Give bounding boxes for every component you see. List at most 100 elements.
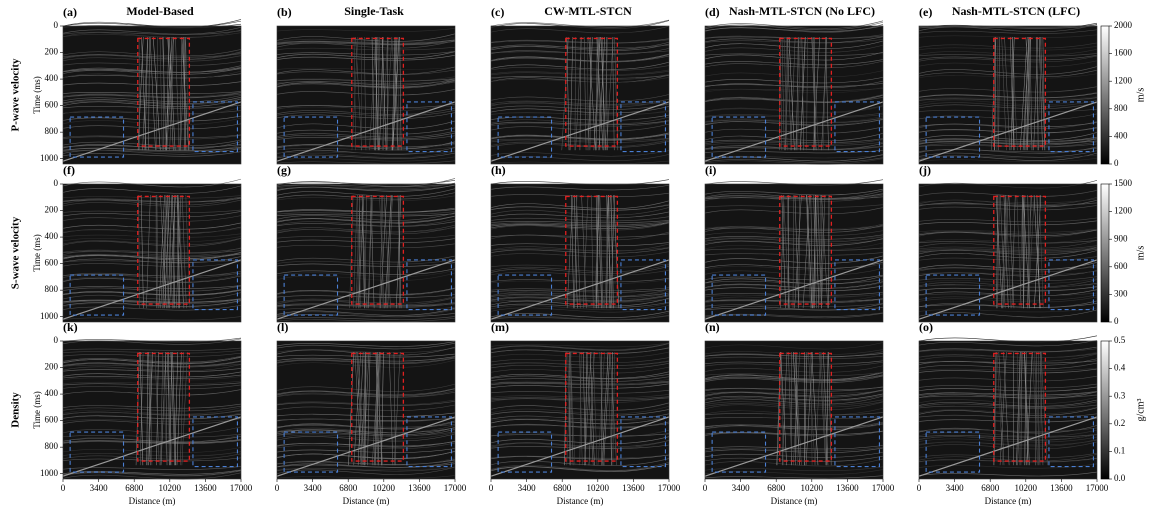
- y-tick-label: 400: [45, 231, 59, 241]
- x-tick-label: 0: [275, 483, 280, 493]
- panel-image: [63, 338, 241, 479]
- y-tick-label: 800: [45, 284, 59, 294]
- panel-letter: (h): [491, 163, 506, 177]
- panel-letter: (d): [705, 5, 720, 19]
- x-tick-label: 3400: [732, 483, 751, 493]
- x-tick-label: 17000: [658, 483, 681, 493]
- panel-image: [705, 341, 883, 479]
- column-title: Nash-MTL-STCN (No LFC): [729, 4, 875, 18]
- panel-letter: (j): [919, 163, 931, 177]
- panel-letter: (a): [63, 5, 77, 19]
- x-tick-label: 17000: [1086, 483, 1109, 493]
- x-tick-label: 6800: [553, 483, 572, 493]
- x-tick-label: 0: [703, 483, 708, 493]
- x-tick-label: 17000: [872, 483, 895, 493]
- panel-letter: (g): [277, 163, 291, 177]
- y-tick-label: 1000: [40, 468, 59, 478]
- panel-image: [919, 23, 1097, 164]
- panel-letter: (k): [63, 320, 78, 334]
- panel-image: [491, 341, 669, 479]
- column-title: CW-MTL-STCN: [544, 4, 632, 18]
- y-tick-label: 1000: [40, 153, 59, 163]
- colorbar-tick-label: 0.0: [1114, 473, 1126, 483]
- column-title: Single-Task: [344, 4, 404, 18]
- colorbar-tick-label: 1200: [1114, 206, 1133, 216]
- x-tick-label: 13600: [836, 483, 859, 493]
- y-tick-label: 400: [45, 388, 59, 398]
- colorbar-tick-label: 0.1: [1114, 445, 1125, 455]
- x-axis-label: Distance (m): [771, 496, 818, 506]
- x-tick-label: 13600: [194, 483, 217, 493]
- column-title: Model-Based: [126, 4, 194, 18]
- colorbar-tick-label: 300: [1114, 288, 1128, 298]
- panel-image: [919, 180, 1097, 322]
- panel-image: [919, 336, 1097, 479]
- colorbar: [1101, 184, 1109, 322]
- y-tick-label: 600: [45, 100, 59, 110]
- x-tick-label: 3400: [90, 483, 109, 493]
- y-tick-label: 200: [45, 205, 59, 215]
- x-tick-label: 6800: [767, 483, 786, 493]
- y-tick-label: 200: [45, 47, 59, 57]
- panel-image: [277, 178, 455, 322]
- panel-image: [277, 26, 455, 164]
- panel-image: [491, 180, 669, 322]
- colorbar-tick-label: 400: [1114, 130, 1128, 140]
- colorbar: [1101, 26, 1109, 164]
- x-tick-label: 17000: [230, 483, 253, 493]
- x-tick-label: 10200: [159, 483, 182, 493]
- y-axis-label: Time (ms): [32, 391, 42, 428]
- row-label: Density: [10, 392, 22, 428]
- x-axis-label: Distance (m): [343, 496, 390, 506]
- colorbar-tick-label: 600: [1114, 261, 1128, 271]
- x-tick-label: 3400: [518, 483, 537, 493]
- panel-image: [277, 341, 455, 479]
- row-label: S-wave velocity: [10, 216, 22, 289]
- panel-image: [705, 180, 883, 322]
- y-tick-label: 0: [54, 335, 59, 345]
- x-tick-label: 13600: [408, 483, 431, 493]
- y-tick-label: 0: [54, 178, 59, 188]
- x-tick-label: 0: [489, 483, 494, 493]
- y-tick-label: 800: [45, 441, 59, 451]
- x-tick-label: 10200: [587, 483, 610, 493]
- x-tick-label: 0: [917, 483, 922, 493]
- y-tick-label: 200: [45, 362, 59, 372]
- x-axis-label: Distance (m): [557, 496, 604, 506]
- colorbar-tick-label: 0.4: [1114, 363, 1126, 373]
- y-tick-label: 0: [54, 20, 59, 30]
- x-tick-label: 10200: [373, 483, 396, 493]
- panel-letter: (c): [491, 5, 504, 19]
- panel-letter: (o): [919, 320, 933, 334]
- x-tick-label: 6800: [125, 483, 144, 493]
- x-tick-label: 6800: [339, 483, 358, 493]
- y-tick-label: 400: [45, 73, 59, 83]
- x-tick-label: 3400: [946, 483, 965, 493]
- colorbar-tick-label: 2000: [1114, 20, 1133, 30]
- colorbar: [1101, 341, 1109, 479]
- x-tick-label: 0: [61, 483, 66, 493]
- x-tick-label: 10200: [1015, 483, 1038, 493]
- figure: Model-Based Single-Task CW-MTL-STCN Nash-MT…: [0, 0, 1151, 508]
- colorbar-tick-label: 1200: [1114, 75, 1133, 85]
- panel-image: [63, 19, 241, 164]
- y-axis-label: Time (ms): [32, 234, 42, 271]
- y-tick-label: 1000: [40, 311, 59, 321]
- colorbar-tick-label: 900: [1114, 233, 1128, 243]
- colorbar-tick-label: 1600: [1114, 48, 1133, 58]
- panel-letter: (f): [63, 163, 75, 177]
- panel-letter: (b): [277, 5, 292, 19]
- x-tick-label: 13600: [1050, 483, 1073, 493]
- row-label: P-wave velocity: [10, 58, 22, 131]
- colorbar-tick-label: 0: [1114, 316, 1119, 326]
- panel-image: [491, 20, 669, 164]
- colorbar-tick-label: 800: [1114, 103, 1128, 113]
- colorbar-tick-label: 0: [1114, 158, 1119, 168]
- panel-letter: (n): [705, 320, 720, 334]
- x-tick-label: 6800: [981, 483, 1000, 493]
- panel-letter: (e): [919, 5, 932, 19]
- y-tick-label: 800: [45, 126, 59, 136]
- x-tick-label: 13600: [622, 483, 645, 493]
- colorbar-tick-label: 1500: [1114, 178, 1133, 188]
- panel-letter: (i): [705, 163, 716, 177]
